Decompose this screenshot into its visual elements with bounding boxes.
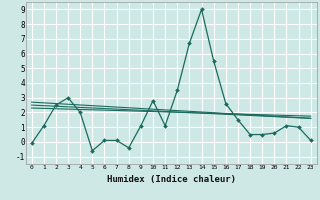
- X-axis label: Humidex (Indice chaleur): Humidex (Indice chaleur): [107, 175, 236, 184]
